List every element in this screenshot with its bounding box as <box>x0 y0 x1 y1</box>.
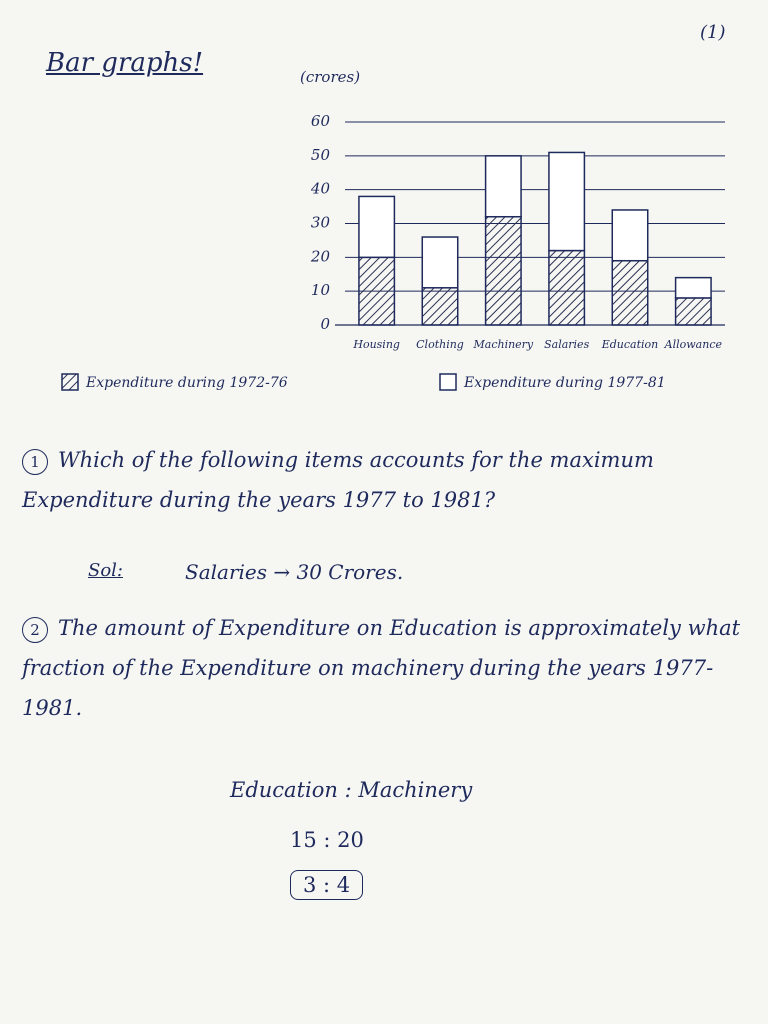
x-tick-label: Clothing <box>416 338 464 351</box>
x-tick-label: Education <box>601 338 659 351</box>
question-number: 1 <box>22 449 48 475</box>
bar-segment <box>358 256 396 326</box>
question-text: Which of the following items accounts fo… <box>22 448 654 512</box>
bar-segment <box>611 259 649 326</box>
ratio-header: Education : Machinery <box>230 778 473 802</box>
question-number: 2 <box>22 617 48 643</box>
y-tick-label: 10 <box>311 281 331 299</box>
bar-segment <box>548 249 586 326</box>
bar-segment <box>674 276 712 299</box>
y-tick-label: 50 <box>311 146 331 164</box>
y-axis-label: (crores) <box>300 68 360 86</box>
heading: Bar graphs! <box>46 48 204 78</box>
y-tick-label: 0 <box>320 315 330 333</box>
legend-label: Expenditure during 1977-81 <box>463 375 666 391</box>
bar-segment <box>484 215 522 326</box>
y-tick-label: 30 <box>311 214 331 232</box>
x-tick-label: Salaries <box>544 338 589 351</box>
x-tick-label: Allowance <box>664 338 723 351</box>
bar-segment <box>548 151 586 252</box>
chart: (crores) 0 10 20 30 40 50 60 Housing Clothing Mac… <box>61 68 725 391</box>
ratio: 15 : 20 <box>290 828 364 852</box>
question-1: 1 Which of the following items accounts f… <box>22 440 762 520</box>
question-2: 2 The amount of Expenditure on Education … <box>22 608 762 728</box>
x-tick-label: Machinery <box>473 338 534 351</box>
legend-swatch <box>439 373 457 391</box>
y-tick-label: 20 <box>310 247 331 265</box>
final-answer: 3 : 4 <box>290 870 364 900</box>
bar-segment <box>611 209 649 262</box>
legend-swatch <box>61 373 79 391</box>
legend-label: Expenditure during 1972-76 <box>85 375 288 391</box>
answer: Salaries → 30 Crores. <box>185 560 404 584</box>
bar-segment <box>421 287 459 326</box>
x-tick-label: Housing <box>352 338 400 351</box>
bar-segment <box>674 297 712 326</box>
bar-segment <box>421 236 459 289</box>
question-text: The amount of Expenditure on Education i… <box>22 616 741 720</box>
bar-segment <box>358 195 396 259</box>
bar-segment <box>484 155 522 218</box>
solution-label: Sol: <box>88 560 123 581</box>
y-tick-label: 40 <box>310 180 331 198</box>
page-number: (1) <box>700 22 726 43</box>
y-tick-label: 60 <box>311 112 331 130</box>
